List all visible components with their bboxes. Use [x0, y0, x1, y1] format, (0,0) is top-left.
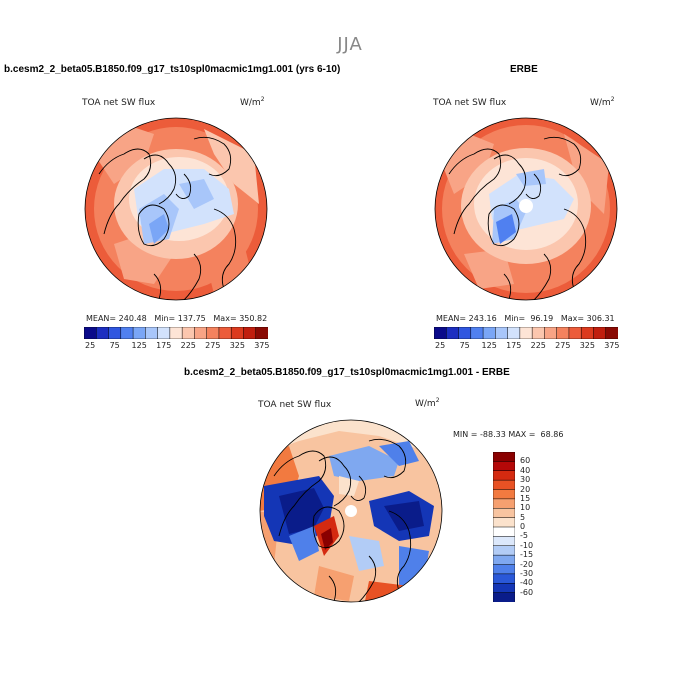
panel-3-colorbar-swatch: [493, 526, 515, 537]
panel-3-colorbar-tick-label: 20: [520, 484, 531, 494]
panel-1-colorbar-swatch: [206, 327, 220, 339]
panel-3-colorbar-swatch: [493, 545, 515, 556]
panel-1-colorbar-tick-label: 125: [131, 341, 147, 350]
panel-2-colorbar-swatch: [507, 327, 521, 339]
panel-3-stats: MIN = -88.33 MAX = 68.86: [453, 430, 564, 439]
panel-1-colorbar-swatch: [84, 327, 97, 339]
panel-1-colorbar-swatch: [218, 327, 232, 339]
panel-1-colorbar-swatch: [96, 327, 110, 339]
panel-2-units-label: W/m2: [590, 96, 615, 108]
panel-1-colorbar-tick-label: 25: [85, 341, 96, 350]
panel-1-colorbar-swatch: [132, 327, 146, 339]
panel-2-colorbar-swatch: [568, 327, 582, 339]
panel-1-colorbar-ticks: 25 75 125 175 225 275 325 375: [84, 341, 269, 353]
panel-3-colorbar-tick-label: 15: [520, 493, 531, 503]
panel-2-colorbar-tick-label: 275: [555, 341, 571, 350]
panel-3-colorbar-swatch: [493, 554, 515, 566]
panel-1-colorbar-swatch: [120, 327, 134, 339]
panel-3-colorbar-tick-label: 60: [520, 456, 531, 466]
panel-3-colorbar-tick-label: -60: [520, 587, 534, 597]
panel-3-colorbar-tick-label: -10: [520, 540, 534, 550]
panel-3-colorbar-tick-label: -20: [520, 559, 534, 569]
panel-1-colorbar: [84, 327, 268, 339]
panel-3-colorbar-tick-label: 10: [520, 503, 531, 513]
panel-3-colorbar-tick-label: -15: [520, 550, 534, 560]
panel-3-colorbar-tick-label: 30: [520, 475, 531, 485]
panel-1-colorbar-tick-label: 225: [180, 341, 196, 350]
panel-2-colorbar-ticks: 25 75 125 175 225 275 325 375: [434, 341, 619, 353]
panel-2-colorbar-swatch: [556, 327, 570, 339]
panel-3-colorbar-swatch: [493, 479, 515, 491]
panel-3-colorbar-swatch: [493, 452, 515, 462]
panel-2-colorbar-tick-label: 175: [506, 341, 522, 350]
panel-1-colorbar-swatch: [169, 327, 183, 339]
panel-3-colorbar: [493, 452, 515, 602]
panel-2-colorbar-swatch: [458, 327, 472, 339]
panel-2-colorbar-tick-label: 375: [604, 341, 620, 350]
panel-2-colorbar-tick-label: 325: [579, 341, 595, 350]
panel-3-colorbar-swatch: [493, 498, 515, 509]
panel-3-colorbar-swatch: [493, 573, 515, 584]
panel-3-units-label: W/m2: [415, 397, 440, 409]
panel-2-colorbar-swatch: [544, 327, 558, 339]
panel-1-colorbar-swatch: [145, 327, 159, 339]
panel-3-title: b.cesm2_2_beta05.B1850.f09_g17_ts10spl0m…: [184, 367, 510, 378]
panel-3-colorbar-tick-label: 5: [520, 512, 526, 522]
panel-2-colorbar-swatch: [482, 327, 496, 339]
panel-3-colorbar-swatch: [493, 489, 515, 500]
panel-3-colorbar-tick-label: -5: [520, 531, 528, 541]
panel-2-colorbar-swatch: [434, 327, 447, 339]
panel-1-colorbar-swatch: [194, 327, 208, 339]
panel-1-title: b.cesm2_2_beta05.B1850.f09_g17_ts10spl0m…: [4, 64, 341, 75]
panel-1-variable-label: TOA net SW flux: [82, 98, 156, 108]
panel-2-colorbar-swatch: [531, 327, 545, 339]
panel-3-colorbar-tick-label: 40: [520, 465, 531, 475]
panel-1-colorbar-swatch: [108, 327, 122, 339]
panel-1-colorbar-tick-label: 375: [254, 341, 270, 350]
panel-1-colorbar-swatch: [243, 327, 257, 339]
panel-3-colorbar-swatch: [493, 470, 515, 481]
panel-2-polar-map: [434, 117, 618, 301]
panel-1-stats: MEAN= 240.48 Min= 137.75 Max= 350.82: [86, 314, 268, 323]
figure-title: JJA: [337, 34, 363, 55]
panel-2-colorbar-swatch: [519, 327, 533, 339]
panel-2-colorbar-tick-label: 225: [530, 341, 546, 350]
panel-2-colorbar-swatch: [605, 327, 618, 339]
panel-3-colorbar-tick-label: -30: [520, 568, 534, 578]
panel-3-colorbar-swatch: [493, 592, 515, 602]
panel-1-colorbar-swatch: [255, 327, 268, 339]
panel-1-colorbar-tick-label: 175: [156, 341, 172, 350]
panel-2-title: ERBE: [510, 64, 538, 75]
panel-3-colorbar-swatch: [493, 508, 515, 519]
panel-2-colorbar-tick-label: 75: [459, 341, 470, 350]
panel-2-colorbar: [434, 327, 618, 339]
panel-2-colorbar-tick-label: 25: [435, 341, 446, 350]
panel-3-colorbar-swatch: [493, 564, 515, 575]
panel-3-variable-label: TOA net SW flux: [258, 400, 332, 410]
panel-3-colorbar-tick-label: -40: [520, 578, 534, 588]
panel-1-colorbar-tick-label: 75: [109, 341, 120, 350]
panel-1-polar-map: [84, 117, 268, 301]
panel-2-colorbar-swatch: [446, 327, 460, 339]
panel-3-colorbar-ticks: 60 40 30 20 15 10 5 0 -5 -10 -15 -20 -30 -40 -60: [520, 452, 560, 602]
panel-1-colorbar-swatch: [230, 327, 245, 339]
panel-1-colorbar-swatch: [157, 327, 171, 339]
panel-2-colorbar-swatch: [495, 327, 509, 339]
panel-3-colorbar-tick-label: 0: [520, 522, 526, 531]
panel-3-colorbar-swatch: [493, 517, 515, 528]
panel-2-colorbar-swatch: [593, 327, 607, 339]
panel-3-colorbar-swatch: [493, 536, 515, 547]
panel-2-variable-label: TOA net SW flux: [433, 98, 507, 108]
panel-2-colorbar-swatch: [580, 327, 595, 339]
panel-2-colorbar-swatch: [470, 327, 484, 339]
panel-2-colorbar-tick-label: 125: [481, 341, 497, 350]
panel-2-stats: MEAN= 243.16 Min= 96.19 Max= 306.31: [436, 314, 615, 323]
panel-3-polar-map: [259, 419, 443, 603]
panel-1-colorbar-swatch: [181, 327, 195, 339]
panel-1-colorbar-tick-label: 275: [205, 341, 221, 350]
panel-1-colorbar-tick-label: 325: [229, 341, 245, 350]
panel-1-units-label: W/m2: [240, 96, 265, 108]
panel-3-colorbar-swatch: [493, 583, 515, 594]
panel-3-colorbar-swatch: [493, 461, 515, 472]
